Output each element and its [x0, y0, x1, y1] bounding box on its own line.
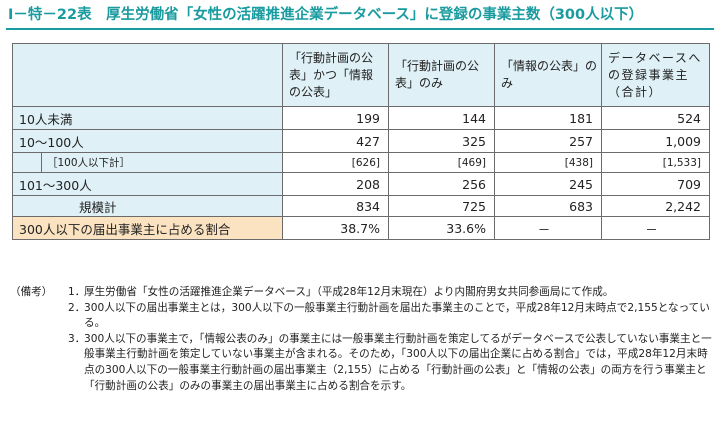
note-indent — [10, 301, 68, 332]
cell: 725 — [388, 195, 495, 217]
title-rule — [6, 28, 714, 30]
note-number: 2． — [68, 301, 86, 314]
table-title: Ⅰ－特－22表 厚生労働省「女性の活躍推進企業データベース」に登録の事業主数（3… — [8, 7, 644, 23]
subtotal-label-cell: ［100人以下計］ — [12, 152, 283, 173]
notes: （備考） 1． 厚生労働省「女性の活躍推進企業データベース」（平成28年12月末… — [10, 285, 715, 394]
cell: 256 — [388, 172, 495, 196]
cell: 834 — [282, 195, 389, 217]
cell: 199 — [282, 106, 389, 130]
notes-head: （備考） — [10, 286, 53, 298]
cell: 2,242 — [601, 195, 710, 217]
header-plan-only: 「行動計画の公表」のみ — [388, 43, 495, 107]
cell: 257 — [494, 129, 602, 153]
cell: 524 — [601, 106, 710, 130]
row-label: 規模計 — [12, 195, 283, 217]
row-label: 10人未満 — [12, 106, 283, 130]
data-table: 「行動計画の公表」かつ「情報の公表」 「行動計画の公表」のみ 「情報の公表」のみ… — [12, 43, 710, 240]
cell: 427 — [282, 129, 389, 153]
cell: 38.7% — [282, 216, 389, 240]
note-item: 2． 300人以下の届出事業主とは，300人以下の一般事業主行動計画を届出た事業… — [10, 301, 715, 332]
cell: [469] — [388, 152, 495, 173]
note-number: 1． — [68, 286, 86, 298]
header-corner — [12, 43, 283, 107]
cell: 245 — [494, 172, 602, 196]
header-plan-and-info: 「行動計画の公表」かつ「情報の公表」 — [282, 43, 389, 107]
note-item: 3． 300人以下の事業主で，「情報公表のみ」の事業主には一般事業主行動計画を策… — [10, 332, 715, 394]
header-info-only: 「情報の公表」のみ — [494, 43, 602, 107]
table-row: 10人未満 199 144 181 524 — [12, 106, 710, 130]
cell: 208 — [282, 172, 389, 196]
header-total: データベースへの登録事業主（合計） — [601, 43, 710, 107]
table-row-ratio: 300人以下の届出事業主に占める割合 38.7% 33.6% － － — [12, 216, 710, 240]
table-row: 10～100人 427 325 257 1,009 — [12, 129, 710, 153]
cell: － — [601, 216, 710, 240]
note-number: 3． — [68, 332, 86, 345]
note-text: 300人以下の届出事業主とは，300人以下の一般事業主行動計画を届出た事業主のこ… — [84, 301, 710, 330]
header-row: 「行動計画の公表」かつ「情報の公表」 「行動計画の公表」のみ 「情報の公表」のみ… — [12, 43, 710, 107]
cell: [1,533] — [601, 152, 710, 173]
table-row-total: 規模計 834 725 683 2,242 — [12, 195, 710, 217]
table-row-subtotal: ［100人以下計］ [626] [469] [438] [1,533] — [12, 152, 710, 173]
row-label: 300人以下の届出事業主に占める割合 — [12, 216, 283, 240]
cell: 181 — [494, 106, 602, 130]
row-label: 101～300人 — [12, 172, 283, 196]
cell: 709 — [601, 172, 710, 196]
cell: － — [494, 216, 602, 240]
cell: [438] — [494, 152, 602, 173]
note-item: （備考） 1． 厚生労働省「女性の活躍推進企業データベース」（平成28年12月末… — [10, 285, 715, 301]
row-label: ［100人以下計］ — [41, 153, 282, 172]
note-text: 厚生労働省「女性の活躍推進企業データベース」（平成28年12月末現在）より内閣府… — [84, 286, 614, 298]
table-row: 101～300人 208 256 245 709 — [12, 172, 710, 196]
row-label: 10～100人 — [12, 129, 283, 153]
note-indent — [10, 332, 68, 394]
cell: 1,009 — [601, 129, 710, 153]
cell: [626] — [282, 152, 389, 173]
cell: 33.6% — [388, 216, 495, 240]
cell: 144 — [388, 106, 495, 130]
cell: 325 — [388, 129, 495, 153]
note-text: 300人以下の事業主で，「情報公表のみ」の事業主には一般事業主行動計画を策定して… — [84, 332, 712, 392]
cell: 683 — [494, 195, 602, 217]
